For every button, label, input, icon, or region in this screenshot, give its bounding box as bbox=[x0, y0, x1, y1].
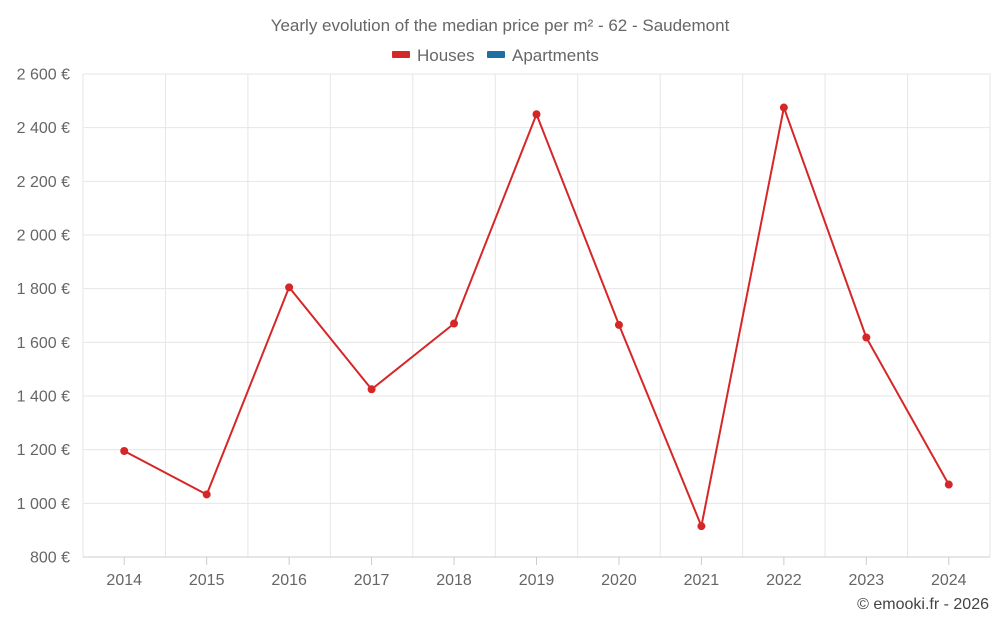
y-axis: 800 € 1 000 € 1 200 € 1 400 € 1 600 € 1 800 €… bbox=[17, 67, 70, 567]
y-tick-label: 2 600 € bbox=[17, 67, 70, 84]
legend-item-houses[interactable]: Houses bbox=[392, 46, 475, 65]
legend-item-apartments[interactable]: Apartments bbox=[487, 46, 599, 65]
x-tick-label: 2017 bbox=[354, 572, 390, 589]
data-point-houses-2019[interactable] bbox=[532, 110, 541, 119]
y-tick-label: 1 200 € bbox=[17, 442, 70, 459]
chart-title: Yearly evolution of the median price per… bbox=[271, 16, 730, 35]
x-tick-label: 2020 bbox=[601, 572, 637, 589]
x-tick-label: 2019 bbox=[519, 572, 555, 589]
y-tick-label: 1 000 € bbox=[17, 496, 70, 513]
legend-label-apartments: Apartments bbox=[512, 46, 599, 65]
data-point-houses-2024[interactable] bbox=[944, 480, 953, 489]
x-tick-label: 2016 bbox=[271, 572, 307, 589]
data-point-houses-2022[interactable] bbox=[779, 103, 788, 112]
legend-swatch-apartments bbox=[487, 51, 505, 58]
y-tick-label: 1 400 € bbox=[17, 389, 70, 406]
series-houses bbox=[120, 103, 953, 531]
y-tick-label: 2 000 € bbox=[17, 228, 70, 245]
grid bbox=[82, 73, 991, 558]
y-tick-label: 1 600 € bbox=[17, 335, 70, 352]
x-tick-label: 2021 bbox=[684, 572, 720, 589]
y-tick-label: 2 200 € bbox=[17, 174, 70, 191]
y-tick-label: 1 800 € bbox=[17, 281, 70, 298]
data-point-houses-2020[interactable] bbox=[614, 320, 623, 329]
data-point-houses-2021[interactable] bbox=[697, 522, 706, 531]
x-axis: 2014 2015 2016 2017 2018 2019 2020 2021 2022 2023… bbox=[83, 556, 990, 589]
x-tick-label: 2018 bbox=[436, 572, 472, 589]
legend-label-houses: Houses bbox=[417, 46, 475, 65]
data-point-houses-2016[interactable] bbox=[285, 283, 294, 292]
credit-text: © emooki.fr - 2026 bbox=[857, 596, 989, 613]
x-tick-label: 2023 bbox=[849, 572, 885, 589]
legend-swatch-houses bbox=[392, 51, 410, 58]
data-point-houses-2023[interactable] bbox=[862, 333, 871, 342]
data-point-houses-2015[interactable] bbox=[202, 490, 211, 499]
x-tick-label: 2015 bbox=[189, 572, 225, 589]
data-point-houses-2014[interactable] bbox=[120, 447, 129, 456]
x-tick-label: 2024 bbox=[931, 572, 967, 589]
y-tick-label: 2 400 € bbox=[17, 120, 70, 137]
data-point-houses-2018[interactable] bbox=[450, 319, 459, 328]
y-tick-label: 800 € bbox=[30, 550, 70, 567]
x-tick-label: 2022 bbox=[766, 572, 802, 589]
x-tick-label: 2014 bbox=[106, 572, 142, 589]
legend[interactable]: Houses Apartments bbox=[392, 46, 599, 65]
data-point-houses-2017[interactable] bbox=[367, 385, 376, 394]
